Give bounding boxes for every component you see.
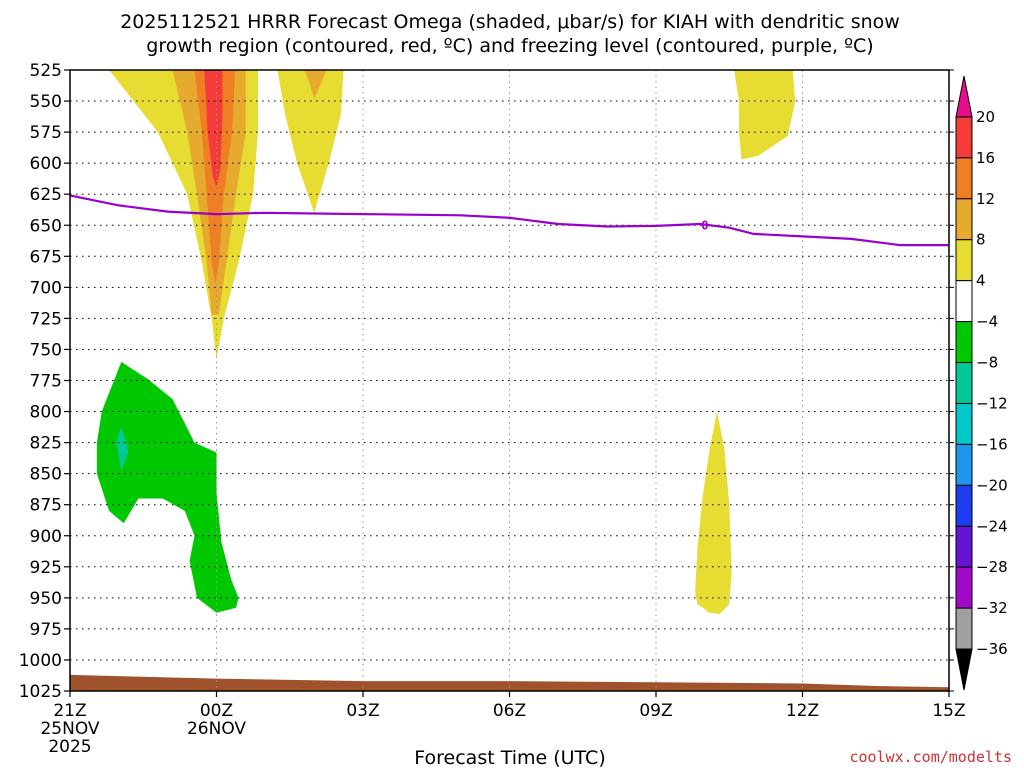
omega-region — [304, 70, 327, 99]
y-tick-label: 950 — [30, 589, 62, 609]
y-tick-label: 700 — [30, 278, 62, 298]
colorbar-tick-label: 20 — [976, 108, 995, 126]
freezing-level-label: 0 — [701, 219, 708, 233]
colorbar-band — [955, 402, 973, 445]
colorbar-tick-label: −32 — [976, 599, 1008, 617]
x-tick-label: 00Z — [200, 701, 233, 721]
y-tick-label: 900 — [30, 527, 62, 547]
y-tick-label: 675 — [30, 247, 62, 267]
omega-region — [695, 411, 732, 614]
terrain-layer — [70, 674, 949, 691]
x-tick-label: 21Z — [53, 701, 86, 721]
colorbar-bottom-arrow — [955, 648, 973, 691]
y-axis: 525 550 575 600 625 650 675 700 725 750 775 800 825 8… — [19, 61, 954, 702]
colorbar-band — [955, 607, 973, 650]
colorbar-tick-label: −36 — [976, 640, 1008, 658]
colorbar-tick-label: −8 — [976, 354, 998, 372]
y-tick-label: 525 — [30, 61, 62, 81]
colorbar-tick-label: −16 — [976, 435, 1008, 453]
colorbar-band — [955, 280, 973, 323]
y-tick-label: 875 — [30, 496, 62, 516]
omega-region — [734, 70, 796, 160]
freezing-level-layer: 0 — [69, 194, 949, 247]
colorbar-band — [955, 116, 973, 159]
colorbar-tick-label: 16 — [976, 149, 995, 167]
y-tick-label: 750 — [30, 340, 62, 360]
colorbar: 20 16 12 8 4 −4 −8 −12 −16 −20 −24 −28 −32 −36 — [955, 75, 1008, 691]
x-tick-date: 25NOV — [40, 719, 99, 739]
colorbar-band — [955, 198, 973, 241]
x-tick-label: 09Z — [639, 701, 672, 721]
colorbar-band — [955, 566, 973, 609]
colorbar-tick-label: 8 — [976, 231, 986, 249]
x-axis-label: Forecast Time (UTC) — [414, 747, 605, 768]
chart-title-line2: growth region (contoured, red, ºC) and f… — [146, 35, 873, 57]
x-tick-label: 06Z — [493, 701, 526, 721]
colorbar-band — [955, 157, 973, 200]
x-tick-year: 2025 — [48, 737, 91, 757]
colorbar-tick-label: −20 — [976, 476, 1008, 494]
x-tick-label: 15Z — [932, 701, 965, 721]
terrain-fill — [70, 674, 949, 691]
y-tick-label: 650 — [30, 216, 62, 236]
omega-region — [96, 361, 239, 613]
omega-region — [277, 70, 344, 213]
freezing-level-line — [69, 194, 949, 247]
y-tick-label: 850 — [30, 465, 62, 485]
y-tick-label: 1000 — [19, 651, 62, 671]
y-tick-label: 550 — [30, 92, 62, 112]
x-tick-label: 03Z — [346, 701, 379, 721]
credit-text[interactable]: coolwx.com/modelts — [849, 748, 1012, 766]
colorbar-tick-label: 4 — [976, 272, 986, 290]
colorbar-tick-label: −12 — [976, 394, 1008, 412]
omega-region — [204, 70, 223, 188]
omega-shading — [96, 70, 796, 614]
y-tick-label: 825 — [30, 434, 62, 454]
y-tick-label: 775 — [30, 372, 62, 392]
chart-title-line1: 2025112521 HRRR Forecast Omega (shaded, … — [120, 11, 900, 33]
grid-lines — [70, 70, 949, 691]
colorbar-band — [955, 443, 973, 486]
colorbar-tick-label: −24 — [976, 517, 1008, 535]
x-tick-date: 26NOV — [187, 719, 246, 739]
colorbar-tick-label: −28 — [976, 558, 1008, 576]
colorbar-band — [955, 525, 973, 568]
colorbar-tick-label: 12 — [976, 190, 995, 208]
colorbar-top-arrow — [955, 75, 973, 118]
y-tick-label: 725 — [30, 309, 62, 329]
omega-region — [116, 426, 129, 472]
y-tick-label: 975 — [30, 620, 62, 640]
x-tick-label: 12Z — [786, 701, 819, 721]
colorbar-band — [955, 321, 973, 364]
colorbar-band — [955, 239, 973, 282]
colorbar-tick-label: −4 — [976, 313, 998, 331]
y-tick-label: 800 — [30, 403, 62, 423]
y-tick-label: 575 — [30, 123, 62, 143]
y-tick-label: 600 — [30, 154, 62, 174]
y-tick-label: 625 — [30, 185, 62, 205]
y-tick-label: 925 — [30, 558, 62, 578]
colorbar-band — [955, 362, 973, 404]
colorbar-band — [955, 484, 973, 527]
y-tick-label: 1025 — [19, 682, 62, 702]
